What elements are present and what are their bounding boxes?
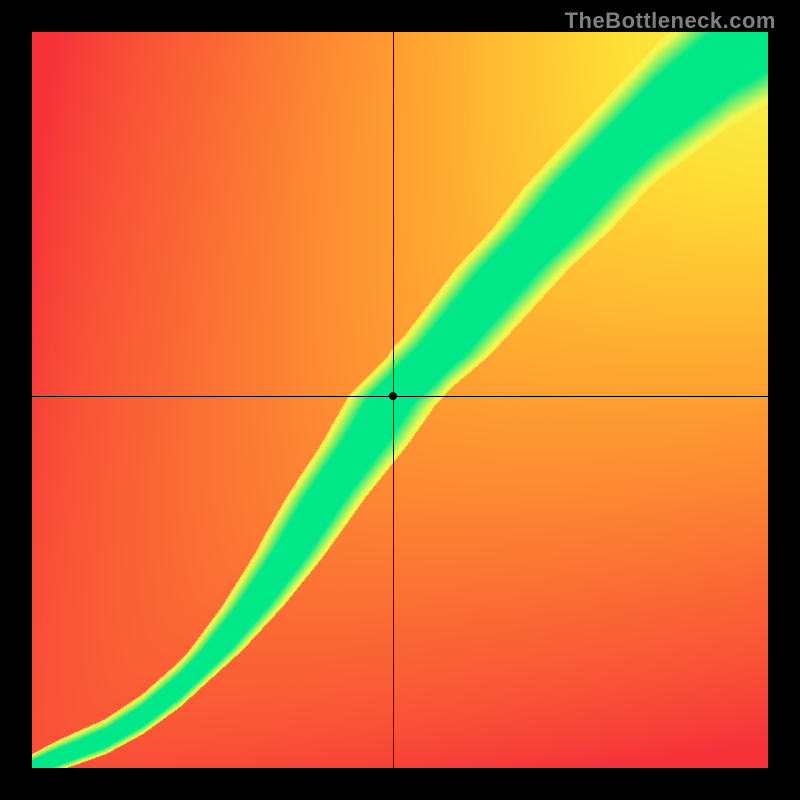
watermark-text: TheBottleneck.com bbox=[565, 8, 776, 34]
heatmap-plot bbox=[32, 32, 768, 768]
crosshair-horizontal bbox=[32, 396, 768, 397]
heatmap-canvas bbox=[32, 32, 768, 768]
crosshair-marker bbox=[389, 392, 397, 400]
